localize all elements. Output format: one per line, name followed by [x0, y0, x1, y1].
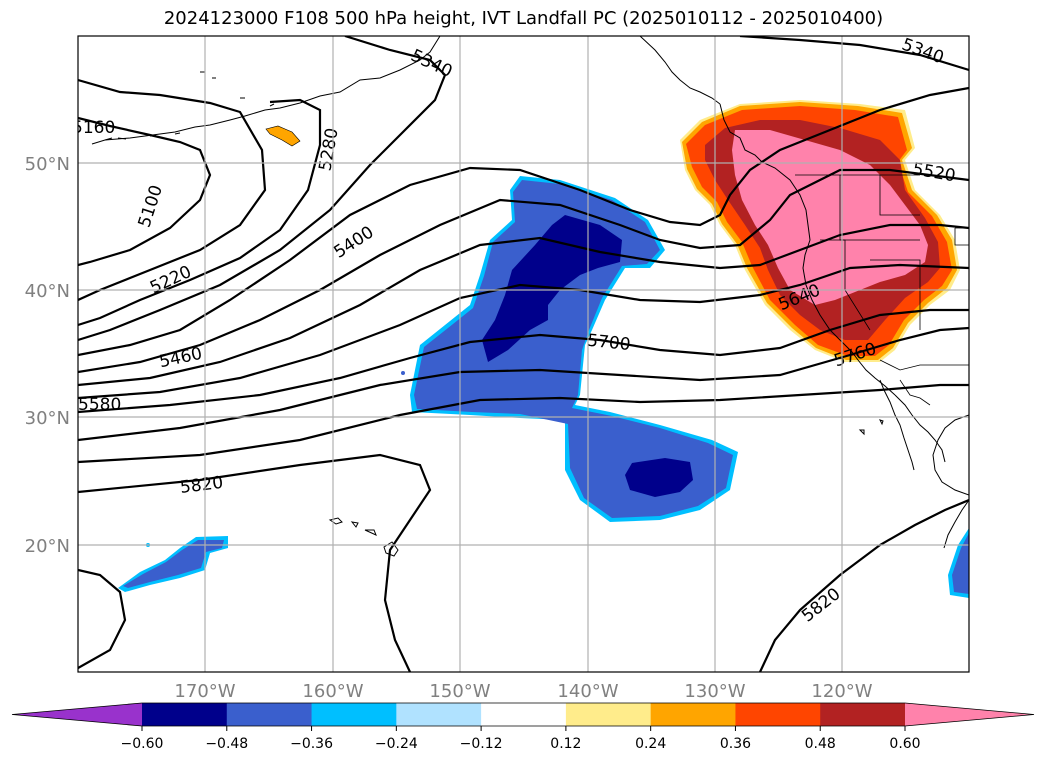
lat-label-30n: 30°N: [25, 408, 70, 429]
plot-title: 2024123000 F108 500 hPa height, IVT Land…: [163, 8, 884, 29]
colorbar-extend-max: [905, 703, 1034, 726]
colorbar-box: [650, 703, 736, 726]
colorbar-extend-min: [12, 703, 142, 726]
positive-shading-alaska: [265, 125, 301, 147]
colorbar-tick-label: −0.12: [460, 736, 503, 752]
lat-label-20n: 20°N: [25, 536, 70, 557]
colorbar-tick-label: 0.24: [635, 736, 666, 752]
colorbar-box: [735, 703, 821, 726]
lon-label-120w: 120°W: [811, 681, 872, 702]
latitude-labels: 50°N 40°N 30°N 20°N: [25, 154, 70, 557]
colorbar-tick-label: 0.48: [805, 736, 836, 752]
colorbar-box: [142, 703, 228, 726]
lon-label-160w: 160°W: [302, 681, 363, 702]
lon-label-140w: 140°W: [557, 681, 618, 702]
colorbar-box: [481, 703, 567, 726]
gridlines: [78, 36, 969, 672]
map-content: 5160 5100 5220 5280 5340 5340 5400 5460 …: [72, 36, 969, 672]
colorbar-tick-label: −0.24: [375, 736, 418, 752]
colorbar: −0.60 −0.48 −0.36 −0.24 −0.12 0.12 0.24 0.36 0.4…: [11, 702, 1035, 752]
contour-label-5580: 5580: [78, 395, 121, 415]
contour-label-5160: 5160: [72, 118, 115, 138]
lon-label-130w: 130°W: [684, 681, 745, 702]
colorbar-tick-label: 0.60: [889, 736, 920, 752]
contour-label-5700: 5700: [586, 331, 631, 355]
colorbar-box: [311, 703, 397, 726]
colorbar-box: [820, 703, 906, 726]
colorbar-tick-label: −0.60: [121, 736, 164, 752]
colorbar-box: [396, 703, 482, 726]
lat-label-40n: 40°N: [25, 281, 70, 302]
colorbar-box: [565, 703, 652, 726]
colorbar-tick-label: −0.36: [290, 736, 333, 752]
lon-label-170w: 170°W: [174, 681, 235, 702]
colorbar-tick-label: −0.48: [205, 736, 248, 752]
colorbar-tick-label: 0.36: [720, 736, 751, 752]
map-frame: [77, 35, 970, 673]
colorbar-box: [226, 703, 313, 726]
colorbar-tick-label: 0.12: [550, 736, 581, 752]
negative-shading-west: [118, 371, 405, 592]
lat-label-50n: 50°N: [25, 154, 70, 175]
lon-label-150w: 150°W: [429, 681, 490, 702]
longitude-labels: 170°W 160°W 150°W 140°W 130°W 120°W: [174, 681, 872, 702]
